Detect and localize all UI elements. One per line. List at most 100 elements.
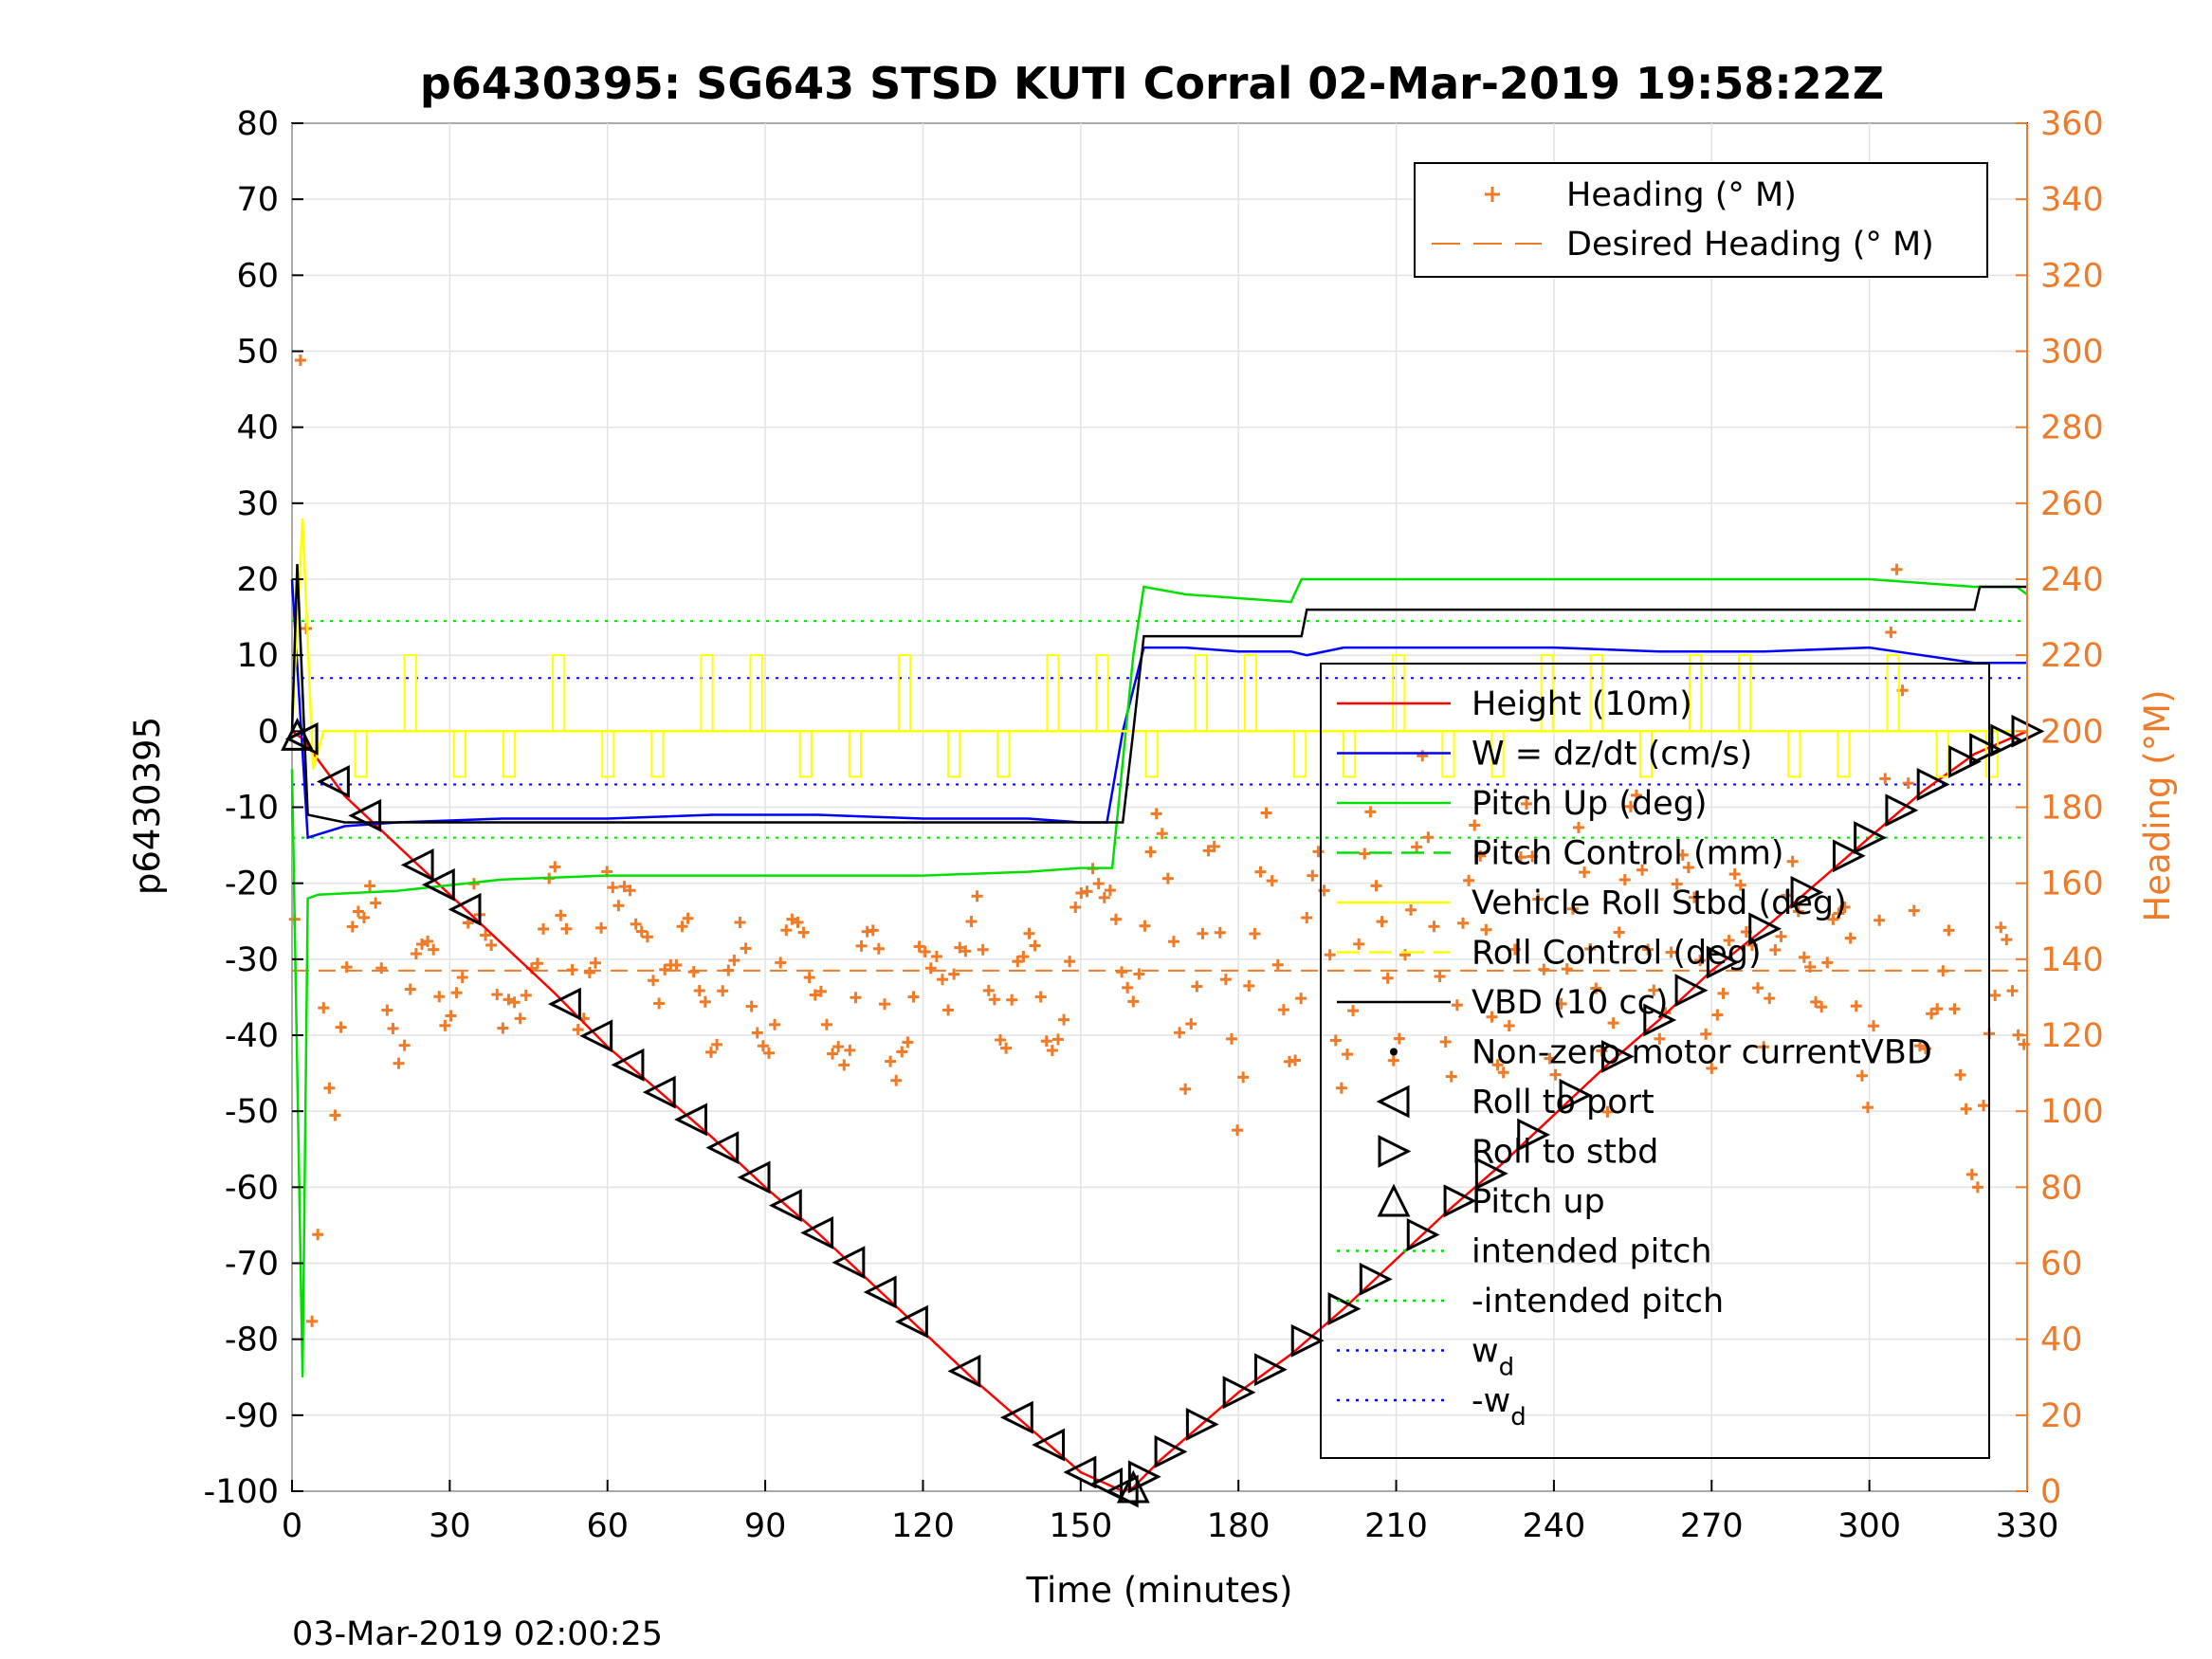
heading-point	[1572, 821, 1584, 833]
heading-point	[352, 905, 364, 918]
legend-top-box	[1414, 162, 1988, 278]
x-tick-label: 330	[1996, 1507, 2059, 1545]
heading-point	[1370, 880, 1382, 892]
heading-point	[1474, 849, 1487, 862]
heading-point	[1694, 955, 1707, 967]
heading-point	[630, 918, 642, 930]
heading-point	[1335, 1082, 1347, 1094]
y-right-tick-label: 200	[2040, 713, 2104, 751]
heading-point	[1469, 819, 1481, 831]
y-left-tick-label: 30	[236, 485, 279, 523]
heading-point	[832, 1041, 845, 1053]
heading-point	[670, 958, 683, 971]
heading-point	[994, 1033, 1006, 1046]
heading-point	[1219, 974, 1232, 986]
heading-point	[1630, 789, 1642, 801]
heading-point	[1885, 626, 1897, 638]
heading-point	[1544, 1052, 1556, 1065]
heading-point	[1109, 913, 1122, 925]
heading-point	[2001, 934, 2013, 946]
heading-point	[1307, 869, 1319, 882]
heading-point	[306, 1315, 319, 1327]
heading-point	[850, 992, 862, 1004]
heading-point	[1786, 855, 1799, 867]
heading-point	[1295, 993, 1307, 1005]
heading-point	[1879, 773, 1892, 785]
heading-point	[595, 921, 608, 934]
roll-pulse	[403, 654, 417, 732]
y-left-tick-label: -100	[204, 1473, 279, 1511]
heading-point	[1566, 902, 1579, 915]
heading-point	[872, 942, 885, 955]
legend-main-entry: Height (10m)	[1472, 685, 1692, 723]
heading-point	[1642, 943, 1654, 956]
roll-pulse	[601, 731, 615, 778]
y-left-tick-label: 0	[258, 713, 279, 751]
y-right-tick-label: 360	[2040, 105, 2104, 143]
heading-point	[1445, 1070, 1457, 1083]
heading-point	[1202, 845, 1215, 857]
y-right-tick-label: 280	[2040, 410, 2104, 447]
heading-point	[924, 962, 937, 975]
heading-point	[1497, 1066, 1509, 1079]
heading-point	[653, 997, 666, 1010]
heading-point	[589, 957, 601, 969]
heading-point	[1232, 1124, 1244, 1137]
heading-point	[1902, 777, 1914, 790]
reference-lines	[292, 620, 2027, 972]
heading-point	[340, 961, 353, 974]
heading-point	[1393, 1032, 1405, 1045]
heading-point	[1081, 885, 1093, 898]
heading-point	[415, 939, 428, 951]
heading-point	[1613, 926, 1625, 939]
roll-pulse	[1194, 654, 1208, 732]
heading-point	[1868, 1020, 1880, 1032]
roll-pulse	[354, 731, 368, 778]
x-tick-label: 210	[1364, 1507, 1428, 1545]
roll-pulse	[1589, 654, 1603, 732]
heading-point	[1850, 1000, 1862, 1012]
heading-point	[393, 1057, 405, 1069]
heading-point	[1185, 1018, 1197, 1030]
roll-pulse	[1095, 654, 1109, 732]
heading-point	[1665, 946, 1677, 958]
triangle-marker	[1947, 744, 1982, 778]
y-right-tick-label: 20	[2040, 1397, 2083, 1435]
roll-pulse	[1837, 731, 1851, 778]
triangle-marker	[421, 867, 455, 902]
heading-point	[1654, 1032, 1666, 1045]
heading-point	[1064, 956, 1076, 968]
roll-pulse	[749, 654, 763, 732]
heading-point	[647, 975, 659, 987]
heading-point	[751, 1027, 763, 1039]
heading-point	[538, 922, 550, 935]
heading-point	[1161, 872, 1174, 884]
y-left-tick-label: -20	[225, 866, 279, 903]
heading-point	[1861, 1102, 1874, 1114]
heading-point	[433, 991, 446, 1003]
x-tick-label: 30	[429, 1507, 471, 1545]
legend-main-entry: Non-zero motor currentVBD	[1472, 1034, 1932, 1072]
triangle-marker	[1885, 793, 1919, 828]
legend-main-entry: Pitch up	[1472, 1183, 1605, 1221]
legend-swatch	[1378, 1135, 1412, 1168]
triangle-marker	[1253, 1353, 1288, 1387]
heading-point	[1122, 981, 1134, 994]
heading-point	[814, 985, 827, 997]
heading-point	[1648, 984, 1660, 996]
heading-point	[1601, 1105, 1614, 1118]
roll-pulse	[1144, 731, 1159, 778]
triangle-marker	[1032, 1428, 1066, 1462]
heading-point	[1405, 903, 1417, 916]
heading-point	[1971, 1181, 1983, 1194]
roll-pulse	[897, 654, 912, 732]
heading-point	[971, 890, 983, 902]
roll-pulse	[1540, 654, 1554, 732]
heading-point	[1017, 951, 1030, 963]
heading-point	[1700, 1028, 1712, 1040]
heading-point	[1508, 943, 1521, 956]
heading-point	[508, 996, 521, 1009]
roll-pulse	[798, 731, 813, 778]
heading-point	[1874, 914, 1886, 926]
heading-point	[722, 964, 735, 976]
